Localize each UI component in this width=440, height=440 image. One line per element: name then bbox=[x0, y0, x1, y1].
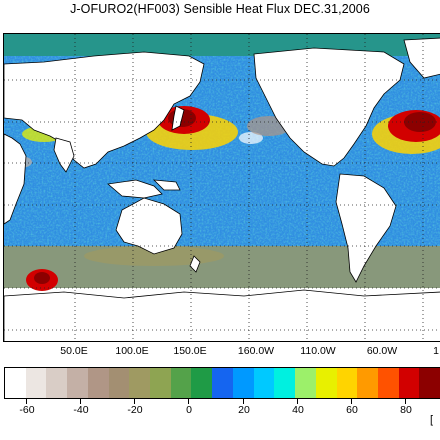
colorbar bbox=[4, 367, 440, 399]
colorbar-tick bbox=[80, 399, 81, 404]
colorbar-tick bbox=[243, 399, 244, 404]
north-america-land bbox=[253, 47, 405, 167]
hotspot-south-america bbox=[26, 269, 58, 291]
lon-label-100e: 100.0E bbox=[115, 345, 149, 357]
colorbar-segment bbox=[295, 368, 316, 398]
lon-label-110w: 110.0W bbox=[300, 345, 336, 357]
colorbar-tick bbox=[297, 399, 298, 404]
colorbar-segment bbox=[232, 368, 254, 398]
colorbar-segment bbox=[67, 368, 88, 398]
colorbar-segment bbox=[129, 368, 151, 398]
heat-flux-map bbox=[3, 33, 440, 342]
lon-label-60w: 60.0W bbox=[366, 345, 398, 357]
eurasia-land bbox=[4, 51, 205, 169]
colorbar-segment bbox=[170, 368, 192, 398]
colorbar-label: 20 bbox=[238, 404, 250, 416]
colorbar-segment bbox=[87, 368, 109, 398]
indonesia-land bbox=[107, 179, 163, 199]
map-title: J-OFURO2(HF003) Sensible Heat Flux DEC.3… bbox=[70, 2, 370, 16]
colorbar-segment bbox=[357, 368, 378, 398]
colorbar-segment bbox=[253, 368, 275, 398]
colorbar-segment bbox=[25, 368, 47, 398]
colorbar-segment bbox=[274, 368, 296, 398]
colorbar-segment bbox=[336, 368, 358, 398]
colorbar-segment bbox=[212, 368, 233, 398]
colorbar-label: 60 bbox=[346, 404, 358, 416]
colorbar-segment bbox=[398, 368, 420, 398]
australia-land bbox=[115, 197, 183, 255]
lon-label-50e: 50.0E bbox=[60, 345, 88, 357]
colorbar-segment bbox=[419, 368, 440, 398]
lon-label-160w: 160.0W bbox=[237, 345, 275, 357]
japan-land bbox=[171, 105, 185, 131]
india-land bbox=[53, 137, 75, 173]
colorbar-label: -60 bbox=[19, 404, 35, 416]
longitude-labels: 50.0E 100.0E 150.0E 160.0W 110.0W 60.0W … bbox=[0, 345, 440, 359]
colorbar-segment bbox=[5, 368, 26, 398]
colorbar-labels: -60 -40 -20 0 20 40 60 80 bbox=[0, 404, 440, 418]
colorbar-segment bbox=[150, 368, 171, 398]
colorbar-tick bbox=[134, 399, 135, 404]
colorbar-label: 80 bbox=[400, 404, 412, 416]
colorbar-label: 40 bbox=[292, 404, 304, 416]
colorbar-label: -40 bbox=[73, 404, 89, 416]
colorbar-segment bbox=[191, 368, 213, 398]
new-guinea-land bbox=[152, 179, 181, 191]
south-america-land bbox=[335, 173, 397, 283]
cool-patches bbox=[8, 116, 291, 266]
unit-label-fragment: [ bbox=[430, 414, 434, 426]
colorbar-label: -20 bbox=[127, 404, 143, 416]
land-masses bbox=[4, 37, 440, 341]
colorbar-segment bbox=[108, 368, 130, 398]
colorbar-tick bbox=[188, 399, 189, 404]
colorbar-segment bbox=[377, 368, 399, 398]
graticule bbox=[4, 34, 440, 341]
southern-ocean-band bbox=[4, 246, 440, 288]
colorbar-label: 0 bbox=[186, 404, 192, 416]
antarctica-land bbox=[4, 289, 440, 341]
lon-label-cut: 1 bbox=[433, 345, 439, 357]
colorbar-tick bbox=[405, 399, 406, 404]
colorbar-tick bbox=[26, 399, 27, 404]
colorbar-tick bbox=[351, 399, 352, 404]
colorbar-ticks bbox=[0, 399, 440, 405]
map-canvas bbox=[4, 34, 440, 341]
hotspot-gulf-stream bbox=[372, 110, 440, 154]
colorbar-segment bbox=[46, 368, 68, 398]
lon-label-150e: 150.0E bbox=[173, 345, 207, 357]
africa-land bbox=[4, 133, 27, 225]
colorbar-segment bbox=[315, 368, 337, 398]
greenland-land bbox=[403, 37, 440, 79]
